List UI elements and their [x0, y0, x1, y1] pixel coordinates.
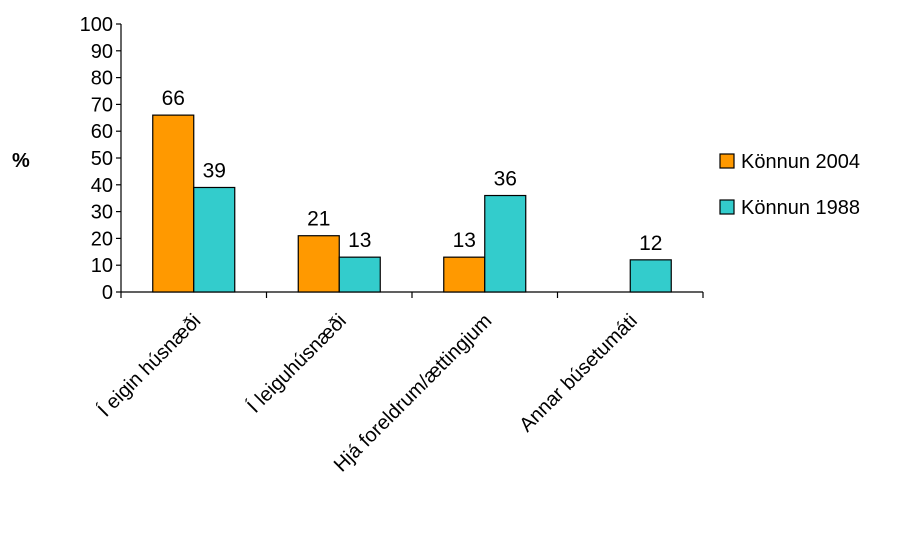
plot-area: 0 10 20 30 40 50 60 70 80 90 100 66 39 Í eigin húsnæð… — [80, 14, 704, 476]
y-tick-label: 60 — [91, 121, 113, 143]
y-tick-label: 0 — [102, 282, 113, 304]
data-label: 36 — [494, 168, 517, 191]
y-tick-label: 50 — [91, 148, 113, 170]
y-tick-label: 100 — [80, 14, 113, 36]
bar-könnun-1988 — [629, 259, 672, 293]
legend-swatch-1988 — [719, 199, 735, 215]
y-tick-label: 90 — [91, 41, 113, 63]
x-category-label: Hjá foreldrum/ættingjum — [330, 310, 496, 476]
y-tick-label: 40 — [91, 175, 113, 197]
legend-label-2004: Könnun 2004 — [741, 151, 860, 173]
legend-label-1988: Könnun 1988 — [741, 197, 860, 219]
bar-könnun-2004 — [152, 114, 195, 293]
data-label: 12 — [639, 232, 662, 255]
legend-swatch-2004 — [719, 153, 735, 169]
y-tick-label: 80 — [91, 68, 113, 90]
bar-könnun-2004 — [297, 235, 340, 293]
x-category-label: Í eigin húsnæði — [93, 309, 205, 421]
legend: Könnun 2004 Könnun 1988 — [719, 151, 860, 219]
y-tick-label: 10 — [91, 255, 113, 277]
data-label: 66 — [162, 87, 185, 110]
y-tick-label: 70 — [91, 94, 113, 116]
bar-könnun-1988 — [338, 256, 381, 293]
bar-könnun-2004 — [443, 256, 486, 293]
y-axis-label: % — [12, 150, 30, 172]
y-tick-label: 20 — [91, 228, 113, 250]
data-label: 21 — [307, 208, 330, 231]
bar-könnun-1988 — [484, 194, 527, 293]
data-label: 39 — [203, 159, 226, 182]
x-category-label: Annar búsetumáti — [515, 310, 641, 436]
bar-könnun-1988 — [193, 186, 236, 293]
x-category-label: Í leiguhúsnæði — [243, 309, 351, 417]
y-tick-label: 30 — [91, 202, 113, 224]
data-label: 13 — [348, 229, 371, 252]
data-label: 13 — [453, 229, 476, 252]
